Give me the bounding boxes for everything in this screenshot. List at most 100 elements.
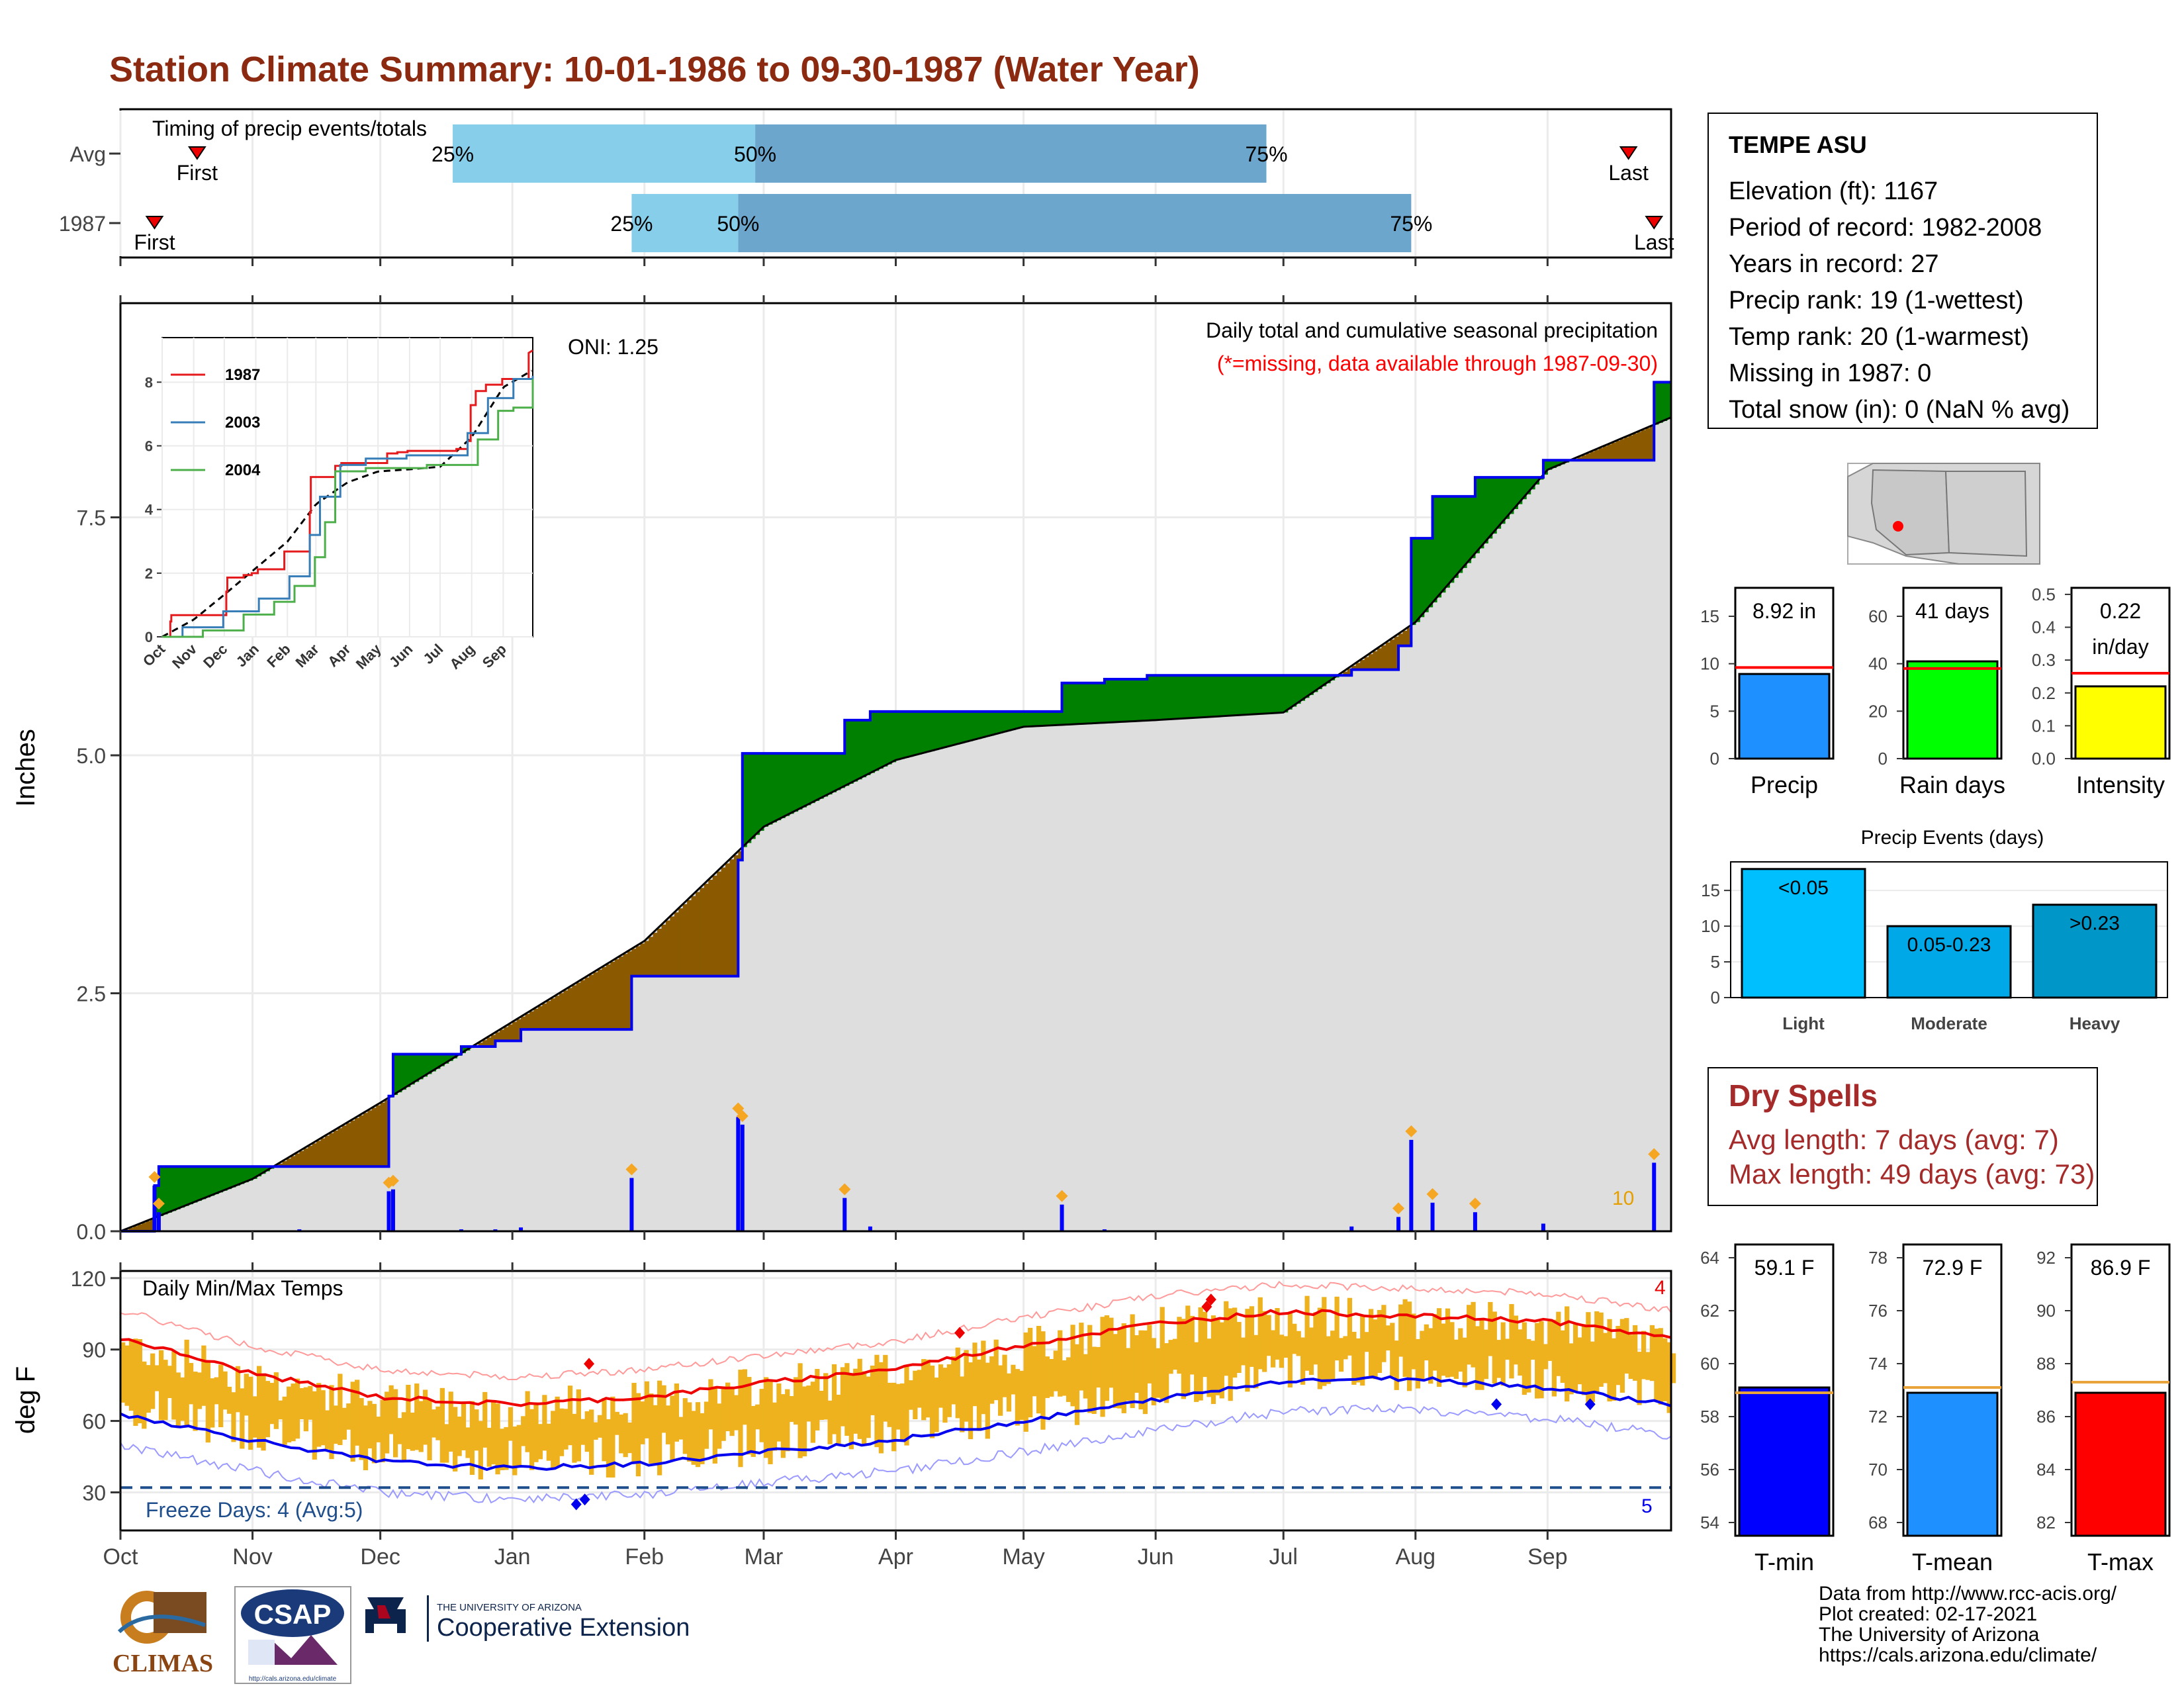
wet-anomaly-fill xyxy=(917,711,922,755)
inset-y-tick-label: 0 xyxy=(145,629,153,645)
wet-anomaly-fill xyxy=(913,711,918,756)
dry-anomaly-fill xyxy=(738,851,743,861)
daily-temp-range-bar xyxy=(1028,1327,1033,1418)
daily-temp-range-bar xyxy=(184,1339,189,1426)
precip-event-marker xyxy=(839,1183,851,1196)
daily-temp-range-bar xyxy=(1662,1338,1668,1401)
daily-temp-range-bar xyxy=(1011,1364,1016,1395)
daily-temp-range-bar xyxy=(870,1365,876,1415)
daily-temp-range-bar xyxy=(482,1391,488,1448)
daily-temp-range-bar xyxy=(1458,1328,1463,1372)
daily-temp-range-bar xyxy=(964,1350,969,1422)
daily-temp-range-bar xyxy=(222,1371,228,1410)
daily-temp-range-bar xyxy=(1539,1321,1544,1399)
dry-anomaly-fill xyxy=(1406,628,1412,646)
wet-anomaly-fill xyxy=(964,711,969,743)
month-label: Nov xyxy=(232,1544,272,1570)
summary-bar-tick-label: 20 xyxy=(1868,701,1888,721)
daily-temp-range-bar xyxy=(521,1416,526,1446)
daily-temp-range-bar xyxy=(350,1382,355,1462)
wet-anomaly-fill xyxy=(925,711,931,753)
daily-temp-range-bar xyxy=(649,1393,654,1464)
record-high-marker xyxy=(954,1327,966,1339)
station-location-dot xyxy=(1893,521,1903,532)
daily-temp-range-bar xyxy=(397,1418,402,1444)
daily-temp-range-bar xyxy=(1368,1309,1374,1379)
summary-bar-category-label: T-mean xyxy=(1912,1548,1993,1575)
wet-anomaly-fill xyxy=(414,1054,420,1082)
daily-temp-range-bar xyxy=(831,1364,837,1434)
wet-anomaly-fill xyxy=(985,711,990,737)
wet-anomaly-fill xyxy=(244,1166,249,1183)
wet-anomaly-fill xyxy=(1518,477,1523,504)
dry-anomaly-fill xyxy=(644,941,649,976)
month-label: Apr xyxy=(878,1544,913,1570)
daily-temp-range-bar xyxy=(1649,1325,1655,1382)
daily-temp-range-bar xyxy=(1565,1306,1570,1402)
daily-temp-range-bar xyxy=(891,1382,897,1452)
dry-anomaly-fill xyxy=(733,855,739,976)
daily-temp-range-bar xyxy=(533,1402,539,1462)
daily-temp-range-bar xyxy=(721,1386,726,1441)
summary-bar-tick-label: 62 xyxy=(1700,1301,1719,1321)
summary-bar-category-label: Rain days xyxy=(1899,771,2005,798)
daily-temp-range-bar xyxy=(1415,1338,1421,1389)
precip-panel: 0.0 2.5 5.0 7.5 Inches Daily total and cumu… xyxy=(11,295,1672,1244)
daily-temp-range-bar xyxy=(516,1425,522,1468)
summary-bar-value xyxy=(1906,660,1999,760)
dry-anomaly-fill xyxy=(486,1037,492,1047)
wet-anomaly-fill xyxy=(742,753,747,847)
daily-temp-range-bar xyxy=(1266,1315,1271,1356)
dry-anomaly-fill xyxy=(324,1135,330,1167)
daily-temp-range-bar xyxy=(1645,1352,1651,1380)
dry-anomaly-fill xyxy=(691,896,696,976)
daily-temp-range-bar xyxy=(1249,1306,1254,1367)
wet-anomaly-fill xyxy=(171,1166,177,1211)
wet-anomaly-fill xyxy=(431,1054,436,1072)
daily-temp-range-bar xyxy=(848,1375,854,1450)
average-tmin-line xyxy=(120,1375,1672,1472)
summary-bar-category-label: T-max xyxy=(2087,1548,2154,1575)
precip-y-tick-label: 2.5 xyxy=(77,982,106,1006)
wet-anomaly-fill xyxy=(1543,460,1548,475)
dry-anomaly-fill xyxy=(1377,648,1382,670)
daily-temp-range-bar xyxy=(917,1370,922,1408)
daily-temp-range-bar xyxy=(938,1364,944,1408)
dry-anomaly-fill xyxy=(346,1123,351,1167)
inset-series-2004 xyxy=(162,379,534,638)
wet-anomaly-fill xyxy=(1253,675,1259,715)
daily-temp-range-bar xyxy=(1569,1343,1574,1395)
precip-y-tick-label: 7.5 xyxy=(77,506,106,530)
daily-temp-range-bar xyxy=(1330,1331,1336,1381)
daily-temp-range-bar xyxy=(985,1362,990,1439)
daily-temp-range-bar xyxy=(1228,1308,1233,1401)
daily-temp-range-bar xyxy=(997,1365,1003,1416)
daily-temp-range-bar xyxy=(124,1345,130,1406)
daily-temp-range-bar xyxy=(1189,1315,1195,1375)
wet-anomaly-fill xyxy=(1040,711,1046,726)
wet-anomaly-fill xyxy=(167,1166,172,1213)
daily-temp-range-bar xyxy=(1624,1318,1629,1374)
daily-temp-range-bar xyxy=(1586,1312,1591,1403)
daily-temp-range-bar xyxy=(316,1383,322,1447)
dry-anomaly-fill xyxy=(1577,457,1582,461)
dry-anomaly-fill xyxy=(508,1024,513,1041)
wet-anomaly-fill xyxy=(1091,682,1097,724)
daily-temp-range-bar xyxy=(789,1395,794,1423)
daily-temp-range-bar xyxy=(665,1405,671,1444)
daily-temp-range-bar xyxy=(167,1366,173,1399)
daily-temp-range-bar xyxy=(431,1409,437,1438)
timing-percent-label: 75% xyxy=(1245,142,1287,166)
daily-precip-bar xyxy=(387,1191,391,1231)
daily-temp-range-bar xyxy=(1044,1356,1050,1398)
record-low-marker xyxy=(570,1498,582,1511)
wet-anomaly-fill xyxy=(1185,675,1191,719)
timing-percent-label: 25% xyxy=(610,212,653,236)
daily-temp-range-bar xyxy=(1206,1338,1212,1397)
daily-temp-range-bar xyxy=(197,1372,203,1409)
wet-anomaly-fill xyxy=(1496,477,1502,529)
daily-temp-range-bar xyxy=(780,1394,786,1458)
daily-temp-range-bar xyxy=(772,1402,778,1451)
dry-anomaly-fill xyxy=(635,946,641,976)
